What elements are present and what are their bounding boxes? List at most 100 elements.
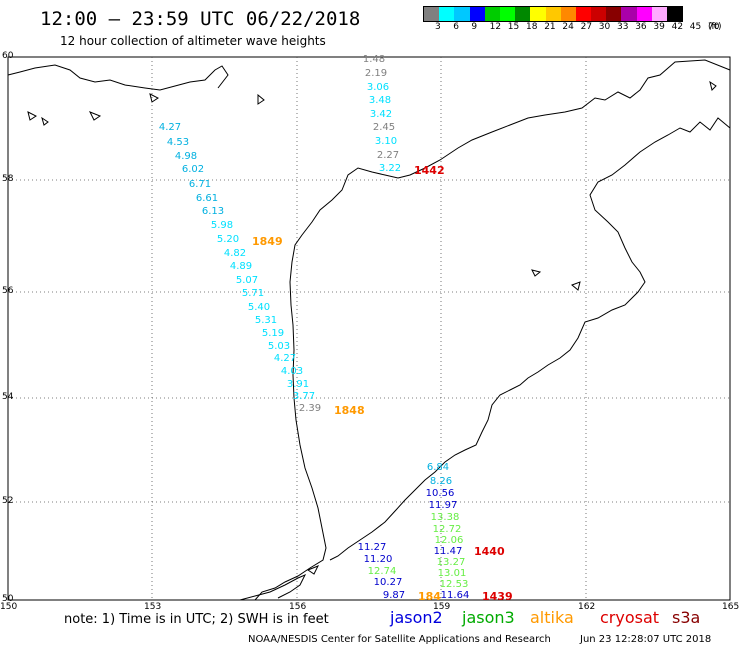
color-swatch bbox=[560, 7, 576, 21]
wave-height-value: 4.27 bbox=[273, 353, 297, 364]
color-swatch bbox=[651, 7, 667, 21]
wave-height-value: 11.47 bbox=[433, 546, 463, 557]
lon-tick-label: 165 bbox=[722, 602, 740, 612]
wave-height-value: 2.27 bbox=[376, 150, 400, 161]
color-scale-label: 30 bbox=[598, 22, 611, 32]
wave-height-value: 13.01 bbox=[437, 568, 467, 579]
color-swatch bbox=[636, 7, 652, 21]
wave-height-value: 5.20 bbox=[216, 234, 240, 245]
coastline-main bbox=[254, 59, 731, 601]
wave-height-value: 2.45 bbox=[372, 122, 396, 133]
wave-height-value: 3.48 bbox=[368, 95, 392, 106]
color-scale-label: 9 bbox=[471, 22, 478, 32]
wave-height-value: 5.71 bbox=[241, 288, 265, 299]
color-swatch bbox=[621, 7, 637, 21]
kuril-islands bbox=[239, 574, 307, 601]
wave-height-value: 10.27 bbox=[373, 577, 403, 588]
lat-tick-label: 58 bbox=[2, 174, 14, 184]
wave-height-value: 12.06 bbox=[434, 535, 464, 546]
color-scale-bar bbox=[423, 6, 684, 22]
color-scale-label: 21 bbox=[544, 22, 556, 32]
timestamp-text: Jun 23 12:28:07 UTC 2018 bbox=[580, 634, 712, 645]
wave-height-value: 11.27 bbox=[357, 542, 387, 553]
lat-tick-label: 50 bbox=[2, 594, 14, 604]
legend-jason2: jason2 bbox=[390, 608, 443, 627]
color-scale-label: 18 bbox=[526, 22, 538, 32]
wave-height-value: 5.07 bbox=[235, 275, 259, 286]
pass-time-label: 1440 bbox=[474, 545, 505, 558]
color-swatch bbox=[667, 7, 683, 21]
wave-height-value: 13.27 bbox=[436, 557, 466, 568]
color-scale-label: 70 bbox=[708, 22, 720, 32]
pass-time-label: 1849 bbox=[252, 235, 283, 248]
lat-tick-label: 54 bbox=[2, 392, 14, 402]
lat-tick-label: 60 bbox=[2, 51, 14, 61]
coastline-north bbox=[7, 64, 229, 91]
wave-height-value: 12.53 bbox=[439, 579, 469, 590]
lon-tick-label: 156 bbox=[289, 602, 307, 612]
color-swatch bbox=[575, 7, 592, 21]
wave-height-value: 4.82 bbox=[223, 248, 247, 259]
color-scale-label: 42 bbox=[671, 22, 684, 32]
pass-time-label: 1848 bbox=[334, 404, 365, 417]
wave-height-value: 12.74 bbox=[367, 566, 397, 577]
legend-altika: altika bbox=[530, 608, 574, 627]
footnote: note: 1) Time is in UTC; 2) SWH is in fe… bbox=[64, 612, 329, 627]
legend-s3a: s3a bbox=[672, 608, 701, 627]
wave-height-value: 3.91 bbox=[286, 379, 310, 390]
pass-time-label: 1442 bbox=[414, 164, 445, 177]
wave-height-value: 11.20 bbox=[363, 554, 393, 565]
pass-time-label: 184 bbox=[418, 590, 441, 603]
wave-height-value: 11.64 bbox=[440, 590, 470, 601]
wave-height-value: 6.13 bbox=[201, 206, 225, 217]
wave-height-value: 5.98 bbox=[210, 220, 234, 231]
wave-height-value: 4.03 bbox=[280, 366, 304, 377]
color-swatch bbox=[530, 7, 546, 21]
color-swatch bbox=[439, 7, 455, 21]
pass-time-label: 1439 bbox=[482, 590, 513, 603]
lat-tick-label: 56 bbox=[2, 286, 14, 296]
color-swatch bbox=[545, 7, 561, 21]
color-scale-labels: 3 6 9 12 15 18 21 24 27 30 33 36 39 42 45 70 (ft) bbox=[423, 22, 733, 34]
lat-tick-label: 52 bbox=[2, 496, 14, 506]
color-swatch bbox=[424, 7, 440, 21]
wave-height-value: 5.19 bbox=[261, 328, 285, 339]
coastline bbox=[7, 59, 731, 601]
wave-height-value: 1.48 bbox=[362, 54, 386, 65]
credit-text: NOAA/NESDIS Center for Satellite Applica… bbox=[248, 634, 551, 645]
color-scale-label: (ft) bbox=[708, 22, 722, 32]
coastline-east bbox=[329, 117, 731, 561]
map-frame bbox=[7, 56, 731, 601]
wave-height-value: 12.72 bbox=[432, 524, 462, 535]
color-scale-label: 36 bbox=[635, 22, 647, 32]
color-scale-label: 15 bbox=[507, 22, 520, 32]
wave-height-value: 5.31 bbox=[254, 315, 278, 326]
color-scale-label: 6 bbox=[453, 22, 459, 32]
color-swatch bbox=[591, 7, 607, 21]
lon-tick-label: 159 bbox=[433, 602, 451, 612]
wave-height-value: 3.10 bbox=[374, 136, 398, 147]
wave-height-value: 4.89 bbox=[229, 261, 253, 272]
graticule-grid bbox=[8, 57, 730, 600]
wave-height-value: 3.42 bbox=[369, 109, 393, 120]
color-swatch bbox=[469, 7, 485, 21]
color-scale-label: 3 bbox=[435, 22, 441, 32]
color-swatch bbox=[515, 7, 531, 21]
color-scale-label: 33 bbox=[617, 22, 629, 32]
lon-tick-label: 162 bbox=[578, 602, 596, 612]
lon-tick-label: 150 bbox=[0, 602, 18, 612]
wave-height-value: 6.84 bbox=[426, 462, 450, 473]
wave-height-value: 2.39 bbox=[298, 403, 322, 414]
color-swatch bbox=[454, 7, 470, 21]
wave-height-value: 2.19 bbox=[364, 68, 388, 79]
color-swatch bbox=[606, 7, 622, 21]
lon-tick-label: 153 bbox=[144, 602, 162, 612]
color-scale-label: 24 bbox=[562, 22, 574, 32]
wave-height-value: 10.56 bbox=[425, 488, 455, 499]
color-scale-label: 12 bbox=[489, 22, 502, 32]
map-title: 12:00 – 23:59 UTC 06/22/2018 bbox=[40, 8, 361, 30]
wave-height-value: 5.03 bbox=[267, 341, 291, 352]
legend-jason3: jason3 bbox=[462, 608, 515, 627]
legend-cryosat: cryosat bbox=[600, 608, 660, 627]
